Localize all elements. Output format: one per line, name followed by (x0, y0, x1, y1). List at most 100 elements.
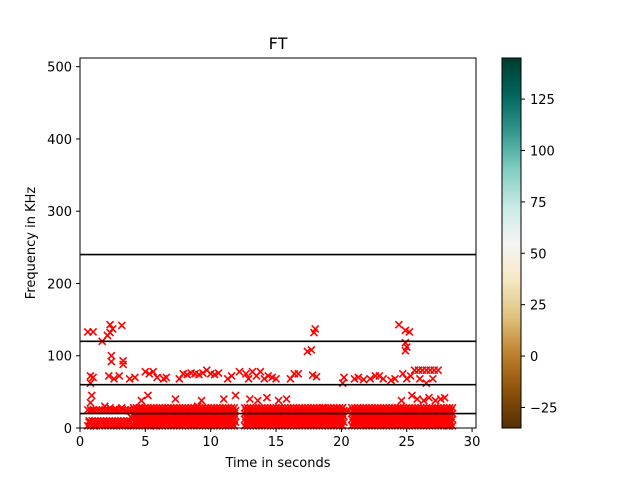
data-point (339, 373, 349, 382)
data-point (311, 324, 320, 334)
data-point (376, 408, 385, 417)
data-point (143, 391, 153, 400)
data-point (407, 391, 417, 400)
plot-frame (79, 57, 477, 429)
x-axis-label: Time in seconds (224, 456, 330, 471)
x-tick-label: 5 (141, 435, 149, 450)
data-point (111, 405, 120, 414)
data-point (126, 405, 136, 414)
data-point (282, 395, 291, 404)
data-point (175, 374, 184, 383)
data-point (397, 396, 406, 405)
data-point (227, 403, 236, 412)
colorbar-tick-label: −25 (530, 401, 557, 416)
scatter-markers (83, 320, 457, 430)
chart-title: FT (269, 34, 288, 53)
plot-area (79, 57, 477, 430)
data-point (413, 395, 422, 404)
data-point (230, 403, 239, 412)
data-point (145, 369, 154, 378)
data-point (115, 420, 124, 429)
data-point (119, 360, 128, 369)
data-point (235, 367, 244, 376)
data-point (396, 403, 405, 412)
colorbar-tick-label: 0 (530, 350, 538, 365)
data-point (415, 374, 424, 383)
data-point (149, 367, 158, 376)
plot-background (80, 58, 476, 428)
data-point (126, 413, 136, 422)
data-point (153, 373, 162, 382)
data-point (437, 405, 447, 414)
data-point (401, 346, 410, 355)
data-point (359, 375, 368, 384)
data-point (241, 369, 251, 378)
data-point (167, 408, 176, 417)
data-point (105, 320, 115, 329)
data-point (227, 371, 236, 381)
data-point (405, 327, 414, 336)
data-point (424, 393, 434, 402)
threshold-lines (80, 253, 476, 415)
data-point (231, 391, 240, 400)
x-tick-label: 0 (76, 435, 84, 450)
data-point (115, 371, 124, 381)
data-point (245, 395, 254, 404)
data-point (312, 372, 321, 381)
y-tick-label: 200 (47, 277, 72, 292)
x-tick-label: 10 (202, 435, 219, 450)
data-point (383, 420, 392, 429)
data-point (180, 408, 189, 417)
data-point (431, 405, 440, 414)
data-point (338, 379, 347, 388)
data-point (162, 373, 171, 382)
data-point (87, 391, 96, 400)
y-tick-label: 400 (47, 133, 72, 148)
data-point (104, 371, 113, 381)
data-point (137, 396, 146, 405)
data-point (271, 374, 281, 383)
data-point (124, 405, 133, 414)
data-point (398, 369, 407, 378)
y-axis-ticks: 0 100 200 300 400 500 (47, 61, 80, 437)
data-point (85, 418, 94, 427)
colorbar-ticks: −25 0 25 50 75 100 125 (521, 93, 557, 416)
data-point (89, 373, 98, 382)
colorbar-fill (502, 58, 521, 428)
data-point (209, 408, 218, 417)
data-point (171, 395, 180, 404)
data-point (428, 374, 437, 383)
data-point (197, 396, 206, 405)
x-tick-label: 20 (333, 435, 350, 450)
data-point (394, 320, 403, 329)
data-point (244, 374, 253, 383)
x-tick-label: 15 (268, 435, 285, 450)
data-point (117, 403, 126, 412)
data-point (440, 393, 449, 402)
data-point (107, 357, 116, 366)
data-point (253, 396, 262, 405)
data-point (402, 408, 411, 417)
colorbar-tick-label: 50 (530, 247, 547, 262)
y-tick-label: 100 (47, 350, 72, 365)
data-point (217, 420, 226, 429)
data-point (354, 373, 363, 382)
data-point (130, 373, 139, 382)
data-point (89, 327, 98, 336)
data-point (296, 408, 305, 417)
data-point (142, 420, 151, 429)
data-point (422, 379, 431, 388)
colorbar-tick-label: 25 (530, 299, 547, 314)
data-point (193, 402, 202, 411)
colorbar-tick-label: 75 (530, 196, 547, 211)
data-point (256, 367, 265, 376)
data-point (307, 345, 316, 355)
data-point (141, 367, 150, 376)
data-point (86, 398, 95, 407)
y-axis-label: Frequency in KHz (24, 187, 39, 300)
data-point (379, 374, 388, 383)
data-point (274, 396, 283, 405)
data-point (322, 405, 332, 414)
data-point (249, 408, 258, 417)
